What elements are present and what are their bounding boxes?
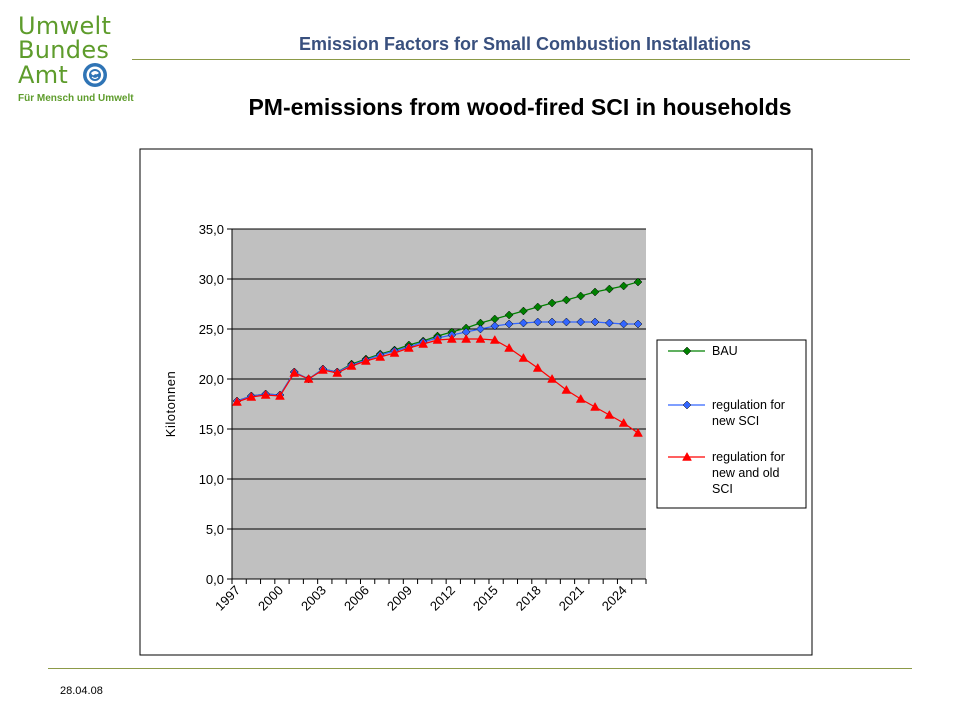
data-point [346,360,357,370]
data-point [475,333,486,343]
data-point [590,317,600,327]
data-point [232,396,242,406]
data-point [275,390,285,400]
gridlines [232,228,646,530]
y-tick-label: 20,0 [199,372,224,387]
data-point [547,298,557,308]
y-axis-label: Kilotonnen [163,371,178,437]
data-point [562,295,571,305]
data-point [446,333,457,343]
data-point [260,389,271,399]
header-divider [132,59,910,60]
y-tick-label: 35,0 [199,222,224,237]
data-point [303,373,314,383]
footer-divider [48,668,912,669]
data-point [575,393,586,403]
data-point [289,367,300,377]
chart-legend: BAU regulation for new SCI regulation for ne… [656,339,807,509]
data-point [519,306,528,316]
data-point [547,373,557,383]
data-point [532,362,543,372]
data-point [547,317,557,327]
data-point [682,346,692,356]
logo-tagline: Für Mensch und Umwelt [18,93,134,104]
legend-entry: BAU [668,344,738,358]
logo-line-2: Bundes [18,36,110,64]
data-point [490,321,500,331]
data-point [360,355,371,365]
data-point [682,400,692,410]
data-point [476,324,485,334]
y-tick-label: 10,0 [199,472,224,487]
legend-entry: regulation for new and old SCI [668,450,785,496]
y-tick-label: 5,0 [206,522,224,537]
data-point [375,351,386,361]
data-point [561,384,572,394]
data-point [432,334,443,344]
legend-label: regulation for [712,398,785,412]
legend-entry: regulation for new SCI [668,398,785,428]
data-point [605,318,614,328]
data-point [504,342,515,352]
y-tick-labels: 0,0 5,0 10,0 15,0 20,0 25,0 30,0 35,0 [199,222,224,587]
data-point [576,291,586,301]
data-point [332,367,343,377]
data-point [246,391,257,401]
data-point [619,281,629,291]
data-point [633,277,643,287]
logo-line-3: Amt [18,61,69,89]
legend-box [656,339,807,509]
data-point [519,318,528,328]
legend-label: new and old [712,466,779,480]
data-point [418,338,429,348]
plot-area [232,229,646,579]
globe-emblem-icon [83,63,108,87]
data-series [232,277,643,437]
data-point [389,347,400,357]
y-tick-label: 30,0 [199,272,224,287]
data-point [576,317,586,327]
legend-label: regulation for [712,450,785,464]
data-point [562,317,571,327]
data-point [504,310,514,320]
data-point [604,409,615,419]
data-point [533,317,543,327]
data-point [633,427,643,437]
data-point [403,342,414,352]
series-2 [232,333,643,437]
axes [227,228,647,584]
data-point [533,302,543,312]
data-point [504,319,514,329]
y-tick-label: 0,0 [206,572,224,587]
logo-line-1: Umwelt [18,12,112,40]
data-point [619,319,629,329]
data-point [318,364,328,374]
data-point [518,352,529,362]
header-title: Emission Factors for Small Combustion In… [298,34,752,54]
y-tick-label: 25,0 [199,322,224,337]
data-point [618,417,629,427]
data-point [633,319,643,329]
data-point [605,284,614,294]
legend-label: new SCI [712,414,759,428]
data-point [461,333,472,343]
legend-label: BAU [712,344,738,358]
logo-row-3: Amt [18,62,123,88]
footer-date: 28.04.08 [60,685,103,697]
y-tick-label: 15,0 [199,422,224,437]
data-point [682,451,692,461]
legend-label: SCI [712,482,733,496]
data-point [590,401,600,411]
data-point [489,334,500,344]
slide-title: PM-emissions from wood-fired SCI in hous… [248,94,792,120]
umweltbundesamt-logo: Umwelt Bundes Amt Für Mensch und Umwelt [18,12,134,104]
data-point [590,287,600,297]
